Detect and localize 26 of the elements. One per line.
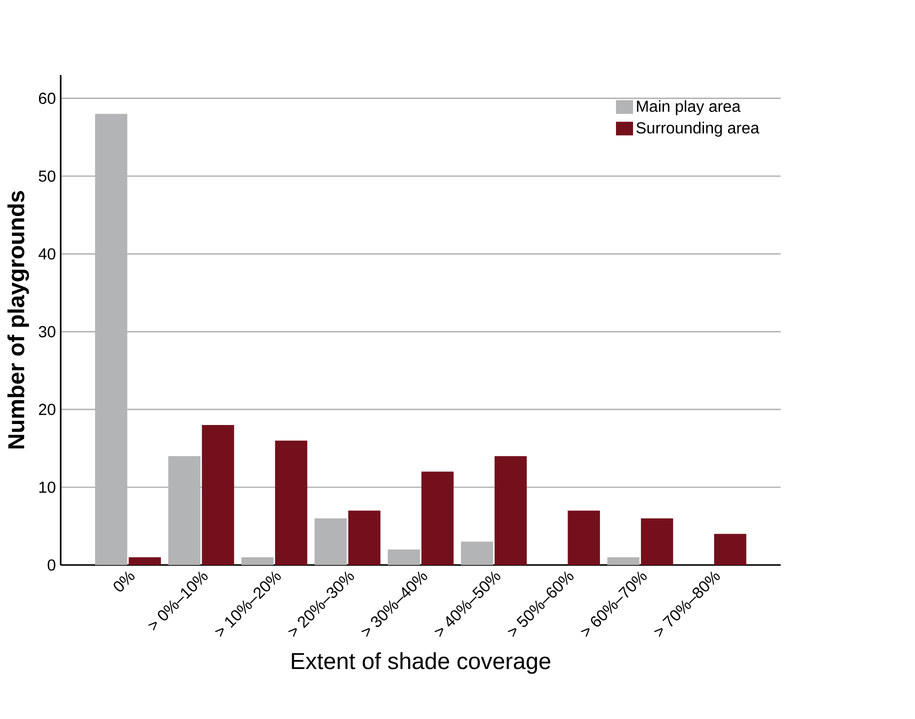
bar — [568, 510, 600, 566]
bar — [421, 472, 454, 566]
bar — [202, 425, 234, 566]
bar — [494, 456, 527, 566]
legend-label: Main play area — [637, 100, 741, 116]
bar — [388, 549, 420, 566]
bar — [348, 510, 380, 566]
bar — [640, 518, 674, 566]
bar — [241, 557, 274, 566]
y-tick-label: 0 — [48, 559, 56, 571]
bar — [607, 557, 640, 566]
bar — [714, 534, 746, 566]
y-tick-label: 10 — [39, 482, 56, 493]
y-axis-title: Number of playgrounds — [7, 191, 30, 448]
y-tick-label: 20 — [38, 404, 56, 416]
bar — [275, 440, 308, 566]
y-tick-label: 40 — [38, 248, 56, 260]
y-tick-label: 50 — [38, 170, 56, 182]
x-tick-label: 0% — [114, 571, 135, 592]
bar — [314, 518, 347, 566]
y-tick-label: 30 — [38, 326, 56, 338]
bar — [128, 557, 161, 566]
bar — [460, 542, 494, 566]
y-tick-label: 60 — [38, 92, 56, 104]
x-axis-title: Extent of shade coverage — [292, 652, 550, 674]
legend-label: Surrounding area — [636, 122, 760, 137]
